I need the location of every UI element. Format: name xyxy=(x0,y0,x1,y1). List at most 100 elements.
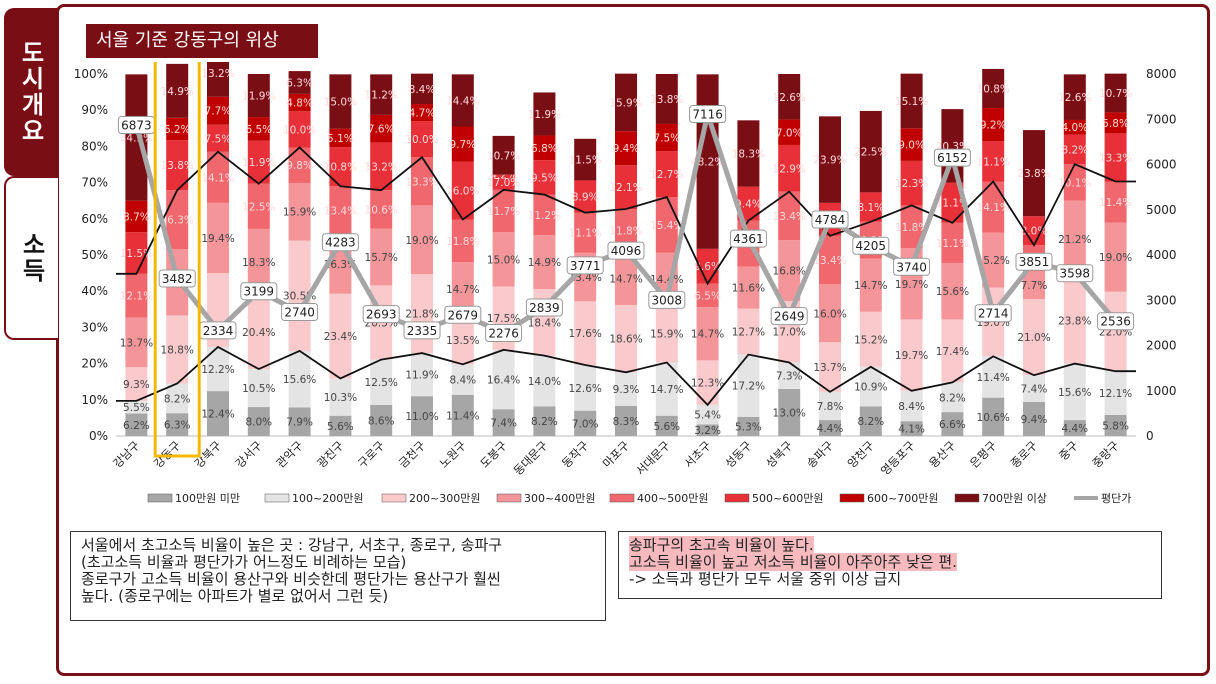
bar-segment xyxy=(207,124,229,152)
segment-data-label: 6.2% xyxy=(123,420,150,432)
tab-city-overview[interactable]: 도시개요 xyxy=(4,8,58,176)
x-tick-label: 강남구 xyxy=(110,438,142,470)
segment-data-label: 11.8% xyxy=(446,236,479,248)
avg-price-label-box xyxy=(852,236,890,255)
bar-segment xyxy=(859,406,882,436)
segment-data-label: 6.8% xyxy=(531,143,558,155)
bar-segment xyxy=(166,315,189,384)
segment-data-label: 11.1% xyxy=(936,198,969,210)
avg-price-label-box xyxy=(281,303,319,322)
bar-segment xyxy=(533,235,556,290)
x-tick-label: 강북구 xyxy=(192,438,224,470)
segment-data-label: 14.4% xyxy=(446,95,479,107)
segment-data-label: 12.5% xyxy=(242,201,275,213)
segment-data-label: 8.4% xyxy=(409,84,436,96)
bar-segment xyxy=(778,119,801,145)
segment-data-label: 6.6% xyxy=(939,419,966,431)
segment-data-label: 14.9% xyxy=(528,257,561,269)
avg-price-label-box xyxy=(485,324,523,343)
segment-data-label: 19.4% xyxy=(201,233,234,245)
bar-segment xyxy=(533,135,556,161)
segment-data-label: 8.2% xyxy=(531,416,558,428)
segment-data-label: 6.2% xyxy=(164,124,191,136)
avg-price-data-label: 4096 xyxy=(607,241,645,260)
segment-data-label: 5.8% xyxy=(1102,118,1129,130)
segment-data-label: 7.0% xyxy=(776,127,803,139)
bar-segment xyxy=(737,266,760,309)
legend-swatch xyxy=(496,493,522,503)
bar-segment xyxy=(288,71,311,94)
bar-segment xyxy=(819,420,841,436)
page-title: 서울 기준 강동구의 위상 xyxy=(86,24,318,58)
avg-price-label-text: 7116 xyxy=(692,108,723,122)
avg-price-label-text: 3199 xyxy=(244,285,275,299)
bar-segment xyxy=(615,165,637,210)
bar-segment xyxy=(778,74,801,120)
segment-data-label: 15.6% xyxy=(283,374,316,386)
bar-segment xyxy=(859,366,882,407)
bar-segment xyxy=(1023,271,1045,300)
bar-segment xyxy=(574,365,597,411)
segment-data-label: 19.7% xyxy=(895,279,928,291)
segment-data-label: 15.2% xyxy=(977,255,1010,267)
bar-segment xyxy=(247,369,270,408)
bar-segment xyxy=(1063,134,1086,165)
segment-data-label: 12.1% xyxy=(1099,388,1132,400)
segment-data-label: 9.7% xyxy=(449,139,476,151)
segment-data-label: 14.9% xyxy=(161,86,194,98)
segment-data-label: 8.9% xyxy=(572,192,599,204)
bar-segment xyxy=(288,93,311,112)
bar-segment xyxy=(411,104,433,122)
segment-data-label: 19.0% xyxy=(405,235,438,247)
segment-data-label: 6.3% xyxy=(286,78,313,90)
legend-swatch xyxy=(724,493,750,503)
segment-data-label: 17.0% xyxy=(773,327,806,339)
segment-data-label: 7.4% xyxy=(1021,384,1048,396)
segment-data-label: 13.3% xyxy=(405,176,438,188)
bar-segment xyxy=(859,258,882,312)
bar-segment xyxy=(737,416,760,436)
bar-segment xyxy=(1104,73,1127,113)
bar-segment xyxy=(778,388,801,436)
segment-data-label: 11.2% xyxy=(528,210,561,222)
segment-data-label: 13.0% xyxy=(773,407,806,419)
x-tick-label: 강서구 xyxy=(233,438,265,470)
segment-data-label: 12.4% xyxy=(201,409,234,421)
bar-segment xyxy=(247,295,270,370)
segment-data-label: 16.0% xyxy=(446,186,479,198)
segment-data-label: 10.7% xyxy=(1099,88,1132,100)
bar-segment xyxy=(778,191,801,241)
segment-data-label: 9.5% xyxy=(531,172,558,184)
segment-data-label: 7.7% xyxy=(1021,280,1048,292)
segment-data-label: 4.8% xyxy=(286,98,313,110)
y-left-tick-label: 80% xyxy=(81,139,108,153)
legend-label: 평단가 xyxy=(1101,492,1131,505)
bar-segment xyxy=(247,117,270,141)
bar-segment xyxy=(941,182,964,223)
legend-label: 300~400만원 xyxy=(524,492,595,505)
bar-segment xyxy=(411,157,433,206)
avg-price-label-text: 2334 xyxy=(203,324,234,338)
avg-price-label-box xyxy=(240,282,278,301)
segment-data-label: 12.1% xyxy=(609,182,642,194)
note-left-line-1: 서울에서 초고소득 비율이 높은 곳 : 강남구, 서초구, 종로구, 송파구 xyxy=(81,536,503,554)
bar-segment xyxy=(125,367,148,401)
y-right-tick-label: 1000 xyxy=(1146,384,1177,398)
avg-price-data-label: 2536 xyxy=(1097,312,1135,331)
segment-data-label: 10.8% xyxy=(324,162,357,174)
segment-data-label: 11.1% xyxy=(936,238,969,250)
bar-segment xyxy=(207,202,229,274)
segment-data-label: 5.4% xyxy=(694,410,721,422)
avg-price-data-label: 2335 xyxy=(403,321,441,340)
y-right-tick-label: 5000 xyxy=(1146,203,1177,217)
segment-data-label: 12.7% xyxy=(732,327,765,339)
segment-data-label: 11.9% xyxy=(528,109,561,121)
tab-income[interactable]: 소득 xyxy=(4,176,58,340)
segment-data-label: 8.3% xyxy=(613,416,640,428)
segment-data-label: 5.5% xyxy=(123,402,150,414)
bar-segment xyxy=(900,421,923,436)
x-tick-label: 송파구 xyxy=(804,438,836,470)
segment-data-label: 11.4% xyxy=(446,410,479,422)
bar-segment xyxy=(492,232,515,287)
bar-segment xyxy=(655,362,678,416)
